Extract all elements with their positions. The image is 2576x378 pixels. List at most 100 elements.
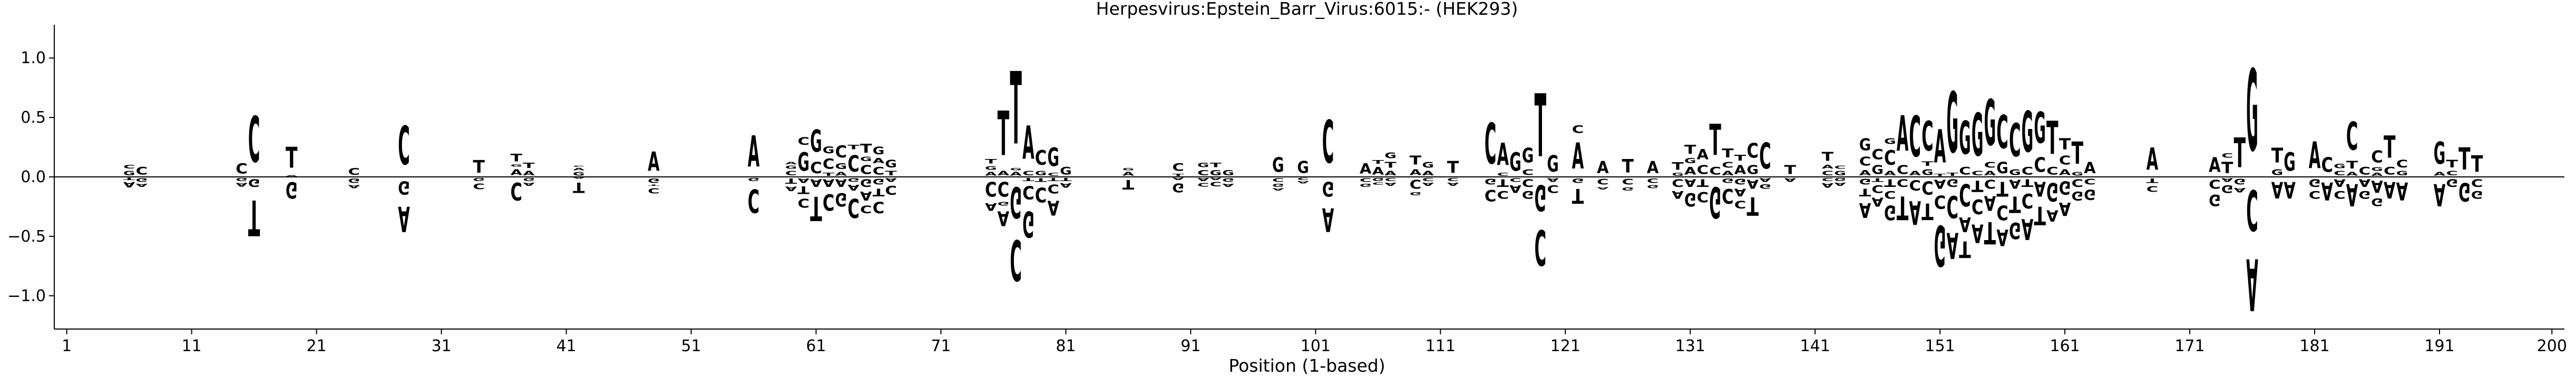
logo-letter-g: G bbox=[1572, 177, 1584, 184]
logo-letter-c: C bbox=[1722, 184, 1734, 207]
logo-letter-c: C bbox=[835, 143, 847, 162]
logo-letter-t: T bbox=[798, 184, 810, 195]
logo-letter-g: G bbox=[1422, 161, 1434, 170]
logo-letter-g: G bbox=[1884, 201, 1896, 224]
logo-letter-g: G bbox=[2309, 177, 2321, 189]
logo-letter-a: A bbox=[1784, 177, 1797, 183]
logo-letter-a: A bbox=[2371, 172, 2383, 177]
logo-letter-t: T bbox=[1709, 115, 1721, 165]
logo-letter-t: T bbox=[1035, 177, 1047, 183]
logo-letter-a: A bbox=[2059, 198, 2071, 220]
logo-letter-g: G bbox=[1734, 177, 1746, 186]
logo-letter-t: T bbox=[1410, 153, 1422, 167]
logo-letter-a: A bbox=[885, 177, 897, 183]
logo-letter-c: C bbox=[1272, 177, 1284, 183]
logo-letter-t: T bbox=[985, 158, 997, 165]
logo-letter-a: A bbox=[1822, 164, 1834, 170]
logo-letter-a: A bbox=[1934, 176, 1946, 190]
logo-letter-c: C bbox=[1597, 177, 1609, 186]
logo-letter-t: T bbox=[1722, 146, 1734, 161]
logo-letter-a: A bbox=[2271, 177, 2284, 203]
logo-letter-a: A bbox=[1172, 177, 1185, 181]
logo-letter-g: G bbox=[1022, 203, 1035, 244]
logo-letter-c: C bbox=[1497, 172, 1509, 177]
logo-letter-c: C bbox=[2471, 176, 2483, 188]
logo-letter-g: G bbox=[847, 177, 860, 183]
logo-letter-g: G bbox=[1522, 144, 1534, 167]
logo-letter-a: A bbox=[1384, 170, 1397, 177]
logo-letter-c: C bbox=[1984, 160, 1996, 170]
logo-letter-c: C bbox=[648, 186, 660, 195]
logo-letter-a: A bbox=[2209, 154, 2221, 177]
logo-letter-t: T bbox=[1947, 172, 1959, 177]
logo-letter-g: G bbox=[1372, 177, 1384, 182]
logo-letter-c: C bbox=[573, 165, 585, 167]
logo-letter-g: G bbox=[1222, 177, 1234, 183]
logo-letter-a: A bbox=[835, 171, 847, 177]
logo-letter-a: A bbox=[2046, 206, 2058, 224]
logo-letter-c: C bbox=[2246, 177, 2258, 242]
logo-letter-g: G bbox=[1172, 181, 1184, 195]
logo-letter-c: C bbox=[1734, 198, 1746, 210]
logo-letter-a: A bbox=[1871, 194, 1884, 208]
logo-letter-c: C bbox=[798, 196, 810, 210]
logo-glyphs: GCTACGACGACGTATGCGACGATGCAGTCATGAGACATAG… bbox=[123, 47, 2483, 325]
x-tick-label: 51 bbox=[681, 337, 701, 355]
logo-letter-a: A bbox=[1972, 218, 1984, 247]
logo-letter-g: G bbox=[1672, 172, 1684, 177]
logo-letter-t: T bbox=[2009, 191, 2021, 217]
logo-letter-c: C bbox=[873, 165, 885, 177]
logo-letter-g: G bbox=[1746, 163, 1759, 177]
x-tick-label: 31 bbox=[431, 337, 451, 355]
logo-letter-a: A bbox=[1834, 182, 1846, 186]
logo-letter-g: G bbox=[398, 176, 410, 197]
logo-letter-t: T bbox=[2446, 158, 2458, 170]
logo-letter-a: A bbox=[873, 157, 885, 165]
x-tick-label: 121 bbox=[1550, 337, 1580, 355]
logo-letter-g: G bbox=[2434, 135, 2446, 171]
logo-letter-c: C bbox=[798, 136, 810, 148]
logo-letter-c: C bbox=[1010, 226, 1022, 292]
logo-letter-g: G bbox=[1297, 158, 1309, 177]
logo-letter-t: T bbox=[2146, 177, 2159, 184]
logo-letter-t: T bbox=[785, 177, 798, 185]
logo-letter-c: C bbox=[1871, 146, 1884, 163]
logo-letter-a: A bbox=[1697, 146, 1709, 163]
logo-letter-a: A bbox=[1447, 182, 1459, 186]
logo-letter-g: G bbox=[1859, 177, 1871, 186]
logo-letter-c: C bbox=[860, 163, 872, 177]
logo-letter-t: T bbox=[2072, 136, 2084, 172]
logo-letter-a: A bbox=[748, 127, 760, 177]
logo-letter-c: C bbox=[748, 182, 760, 219]
logo-letter-t: T bbox=[2034, 201, 2046, 230]
logo-letter-a: A bbox=[1597, 158, 1609, 177]
logo-letter-a: A bbox=[1123, 171, 1135, 177]
logo-letter-a: A bbox=[1684, 177, 1696, 189]
logo-letter-g: G bbox=[2009, 167, 2021, 177]
logo-letter-g: G bbox=[823, 145, 834, 156]
logo-letter-c: C bbox=[1972, 194, 1984, 217]
logo-letter-c: C bbox=[2046, 165, 2058, 177]
logo-letter-c: C bbox=[1834, 165, 1846, 170]
logo-letter-g: G bbox=[1684, 188, 1696, 210]
logo-letter-a: A bbox=[2321, 176, 2334, 205]
logo-letter-t: T bbox=[2059, 136, 2071, 154]
logo-letter-t: T bbox=[248, 188, 260, 245]
logo-letter-g: G bbox=[1834, 170, 1846, 177]
logo-letter-g: G bbox=[1934, 212, 1946, 277]
logo-letter-g: G bbox=[123, 170, 135, 177]
logo-letter-c: C bbox=[1996, 200, 2008, 223]
logo-letter-a: A bbox=[1996, 224, 2008, 251]
logo-letter-a: A bbox=[1897, 106, 1909, 163]
logo-letter-g: G bbox=[1222, 169, 1234, 177]
logo-letter-g: G bbox=[1210, 169, 1222, 177]
logo-letter-g: G bbox=[1485, 177, 1497, 186]
logo-letter-c: C bbox=[1672, 176, 1684, 188]
logo-letter-t: T bbox=[1447, 158, 1459, 177]
logo-letter-c: C bbox=[2334, 188, 2346, 201]
logo-letter-a: A bbox=[1322, 201, 1334, 238]
logo-letter-g: G bbox=[798, 148, 810, 177]
logo-letter-a: A bbox=[511, 167, 523, 177]
logo-letter-c: C bbox=[2384, 165, 2396, 177]
logo-letter-a: A bbox=[1509, 183, 1521, 195]
